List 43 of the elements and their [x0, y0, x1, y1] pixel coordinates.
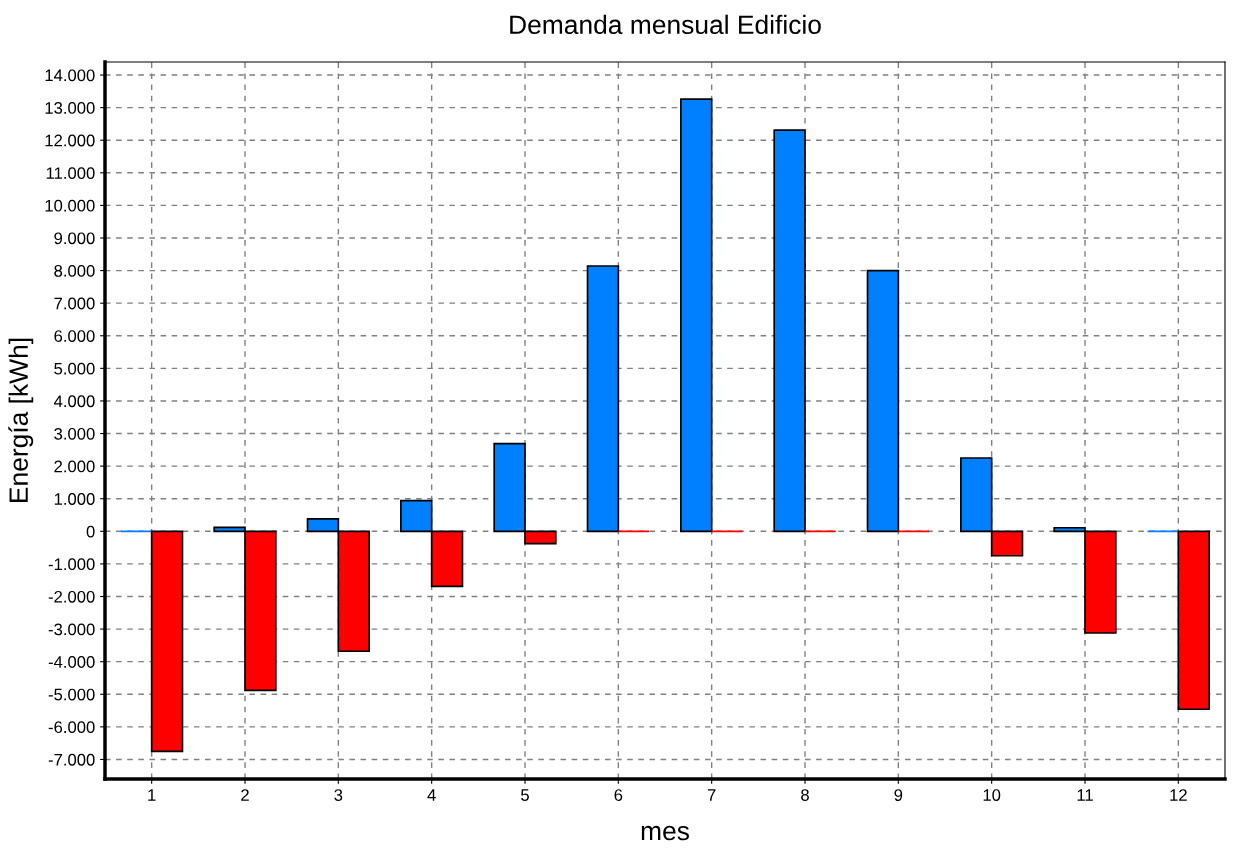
y-tick-label: -7.000	[48, 753, 95, 766]
y-tick-label: -4.000	[48, 656, 95, 668]
x-tick-label: 7	[707, 789, 716, 801]
y-axis-title: Energía [kWh]	[8, 338, 34, 502]
bar	[150, 530, 184, 753]
bar	[586, 265, 620, 533]
bar	[866, 269, 900, 533]
y-tick-label: 0	[86, 525, 95, 538]
chart-title: Demanda mensual Edificio	[510, 14, 821, 35]
x-tick-label: 1	[148, 789, 156, 801]
y-tick-label: -1.000	[48, 558, 95, 571]
y-tick-label: 10.000	[45, 199, 95, 212]
y-tick-label: -3.000	[48, 623, 95, 636]
x-tick-label: 12	[1170, 789, 1187, 801]
x-tick-label: 6	[614, 789, 623, 801]
y-tick-label: 2.000	[54, 460, 95, 473]
y-tick-label: -2.000	[48, 590, 95, 603]
y-tick-label: 3.000	[54, 427, 95, 440]
y-tick-label: -6.000	[48, 721, 95, 734]
x-axis-title: mes	[641, 825, 689, 841]
y-tick-label: -5.000	[48, 688, 95, 701]
x-tick-label: 5	[521, 789, 529, 801]
y-tick-label: 6.000	[54, 330, 95, 342]
y-tick-label: 7.000	[54, 297, 95, 310]
y-tick-label: 5.000	[54, 362, 95, 375]
y-tick-label: 9.000	[54, 232, 95, 245]
bar	[773, 129, 806, 533]
y-tick-label: 11.000	[46, 167, 95, 180]
y-tick-label: 13.000	[45, 102, 95, 114]
y-tick-label: 14.000	[45, 69, 95, 82]
y-tick-label: 12.000	[45, 134, 95, 147]
x-tick-label: 3	[334, 789, 343, 801]
y-tick-label: 1.000	[54, 493, 95, 505]
x-tick-label: 10	[983, 789, 1001, 801]
x-tick-label: 11	[1077, 789, 1093, 801]
bar	[1177, 530, 1210, 711]
y-tick-label: 8.000	[54, 264, 95, 277]
bar	[680, 98, 713, 533]
x-tick-label: 2	[241, 789, 249, 801]
x-tick-label: 8	[801, 789, 809, 801]
x-tick-label: 9	[894, 789, 903, 801]
x-tick-label: 4	[427, 789, 436, 801]
y-tick-label: 4.000	[53, 395, 95, 408]
